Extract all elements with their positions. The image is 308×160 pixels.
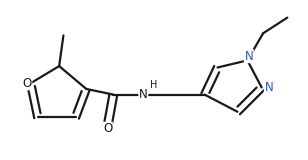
Text: N: N — [265, 81, 273, 94]
Text: O: O — [103, 122, 112, 135]
Text: H: H — [150, 80, 157, 90]
Text: O: O — [22, 77, 32, 90]
Text: N: N — [139, 88, 148, 101]
Text: N: N — [245, 50, 253, 63]
